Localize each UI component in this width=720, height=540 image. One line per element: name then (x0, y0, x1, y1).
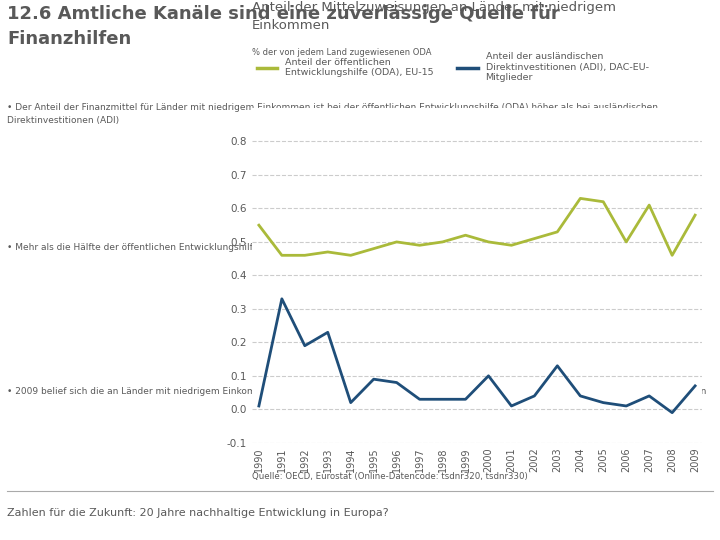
Text: • Der Anteil der Finanzmittel für Länder mit niedrigem Einkommen ist bei der öff: • Der Anteil der Finanzmittel für Länder… (7, 103, 658, 125)
Text: % der von jedem Land zugewiesenen ODA: % der von jedem Land zugewiesenen ODA (252, 48, 431, 57)
Text: Anteil der Mittelzuweisungen an Länder mit niedrigem
Einkommen: Anteil der Mittelzuweisungen an Länder m… (252, 1, 616, 32)
Text: • Mehr als die Hälfte der öffentlichen Entwicklungshilfe der EU geht an Länder m: • Mehr als die Hälfte der öffentlichen E… (7, 243, 487, 252)
Text: Quelle: OECD, Eurostat (Online-Datencode: tsdnr320, tsdnr330): Quelle: OECD, Eurostat (Online-Datencode… (252, 472, 528, 482)
Legend: Anteil der öffentlichen
Entwicklungshilfe (ODA), EU-15, Anteil der ausländischen: Anteil der öffentlichen Entwicklungshilf… (257, 52, 649, 82)
Text: Zahlen für die Zukunft: 20 Jahre nachhaltige Entwicklung in Europa?: Zahlen für die Zukunft: 20 Jahre nachhal… (7, 508, 389, 518)
Text: 12.6 Amtliche Kanäle sind eine zuverlässige Quelle für
Finanzhilfen: 12.6 Amtliche Kanäle sind eine zuverläss… (7, 5, 560, 49)
Text: • 2009 belief sich die an Länder mit niedrigem Einkommen gezahlte ODA auf rund 1: • 2009 belief sich die an Länder mit nie… (7, 387, 706, 396)
